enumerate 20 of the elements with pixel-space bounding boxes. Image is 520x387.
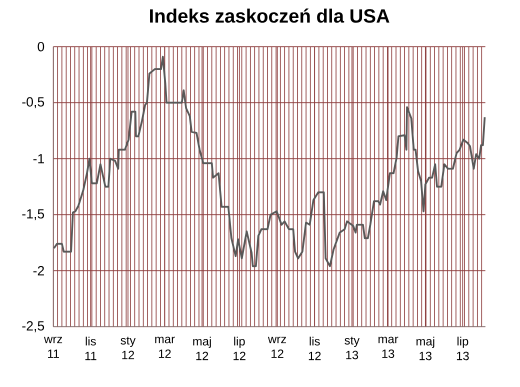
x-tick-label: maj 12 — [193, 336, 211, 360]
x-tick-label: sty 13 — [344, 336, 360, 360]
x-tick-label: maj 13 — [416, 336, 434, 360]
x-tick-label: mar 13 — [378, 336, 398, 358]
y-tick-label: -0,5 — [22, 97, 44, 108]
x-tick-label: wrz 12 — [268, 336, 286, 358]
y-tick-label: -1 — [33, 154, 44, 164]
line-series — [53, 56, 486, 268]
x-tick-label: lip 13 — [456, 336, 469, 360]
x-tick-label: lis 11 — [85, 336, 96, 360]
y-tick-label: -1,5 — [22, 209, 44, 220]
y-tick-label: -2,5 — [22, 321, 44, 332]
y-tick-label: 0 — [38, 42, 44, 52]
x-tick-label: lis 12 — [308, 336, 321, 360]
x-tick-label: wrz 11 — [44, 336, 62, 358]
y-tick-label: -2 — [33, 266, 44, 276]
chart-title: Indeks zaskoczeń dla USA — [150, 8, 390, 23]
x-tick-label: sty 12 — [120, 336, 136, 360]
x-tick-label: lip 12 — [234, 336, 246, 360]
x-tick-label: mar 12 — [155, 336, 175, 358]
